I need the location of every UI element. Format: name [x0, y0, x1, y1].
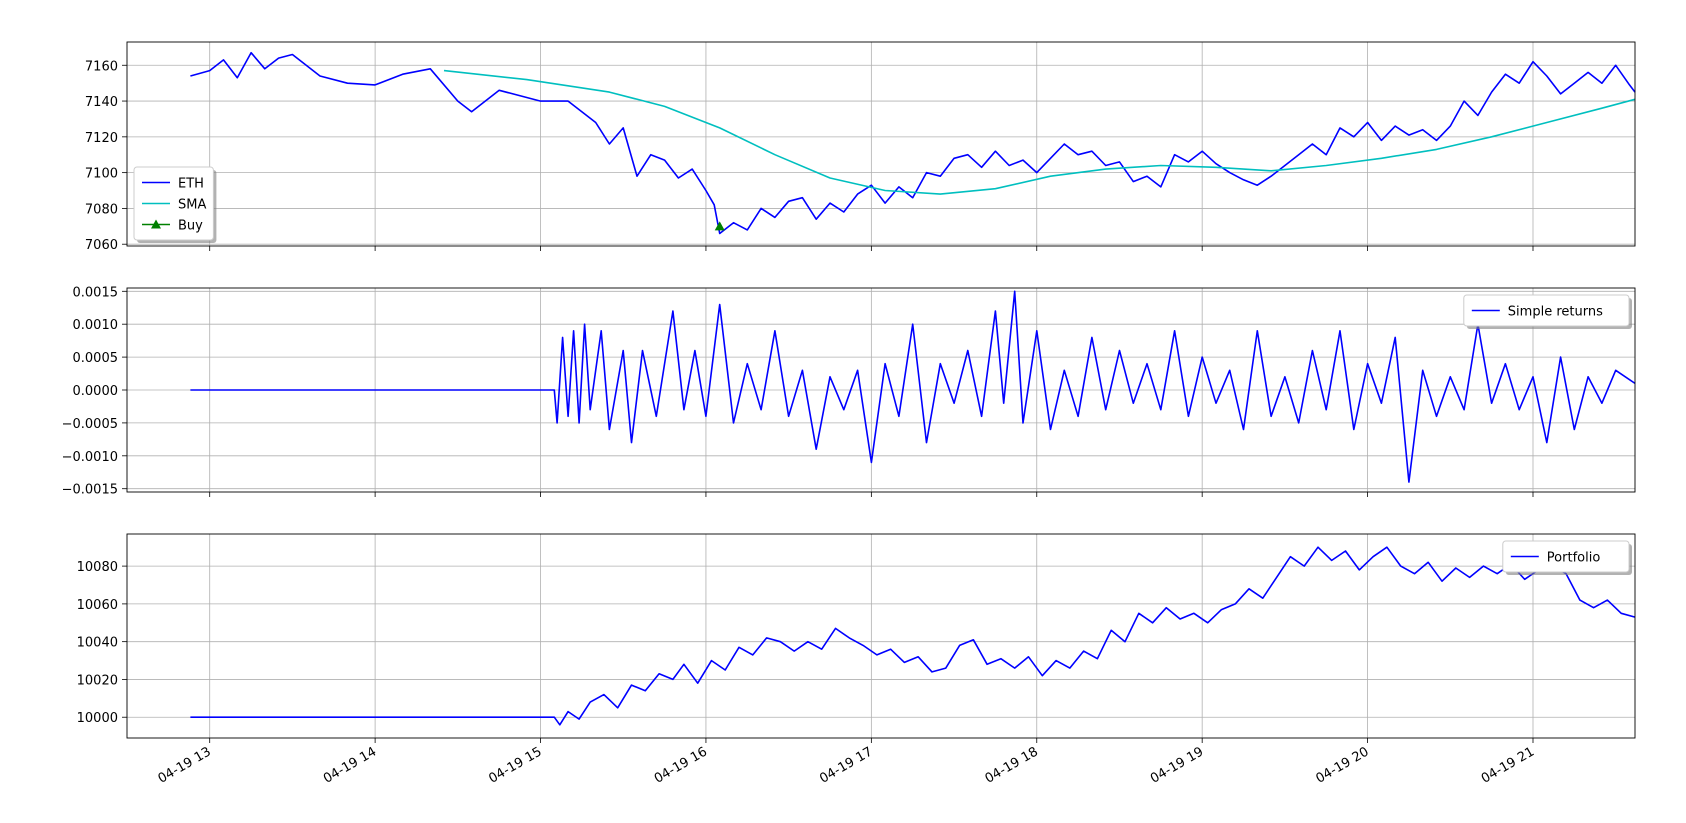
y-tick-label: 7100	[85, 167, 118, 182]
y-tick-label: 7080	[85, 202, 118, 217]
y-tick-label: 7160	[85, 59, 118, 74]
x-tick-label: 04-19 18	[983, 744, 1041, 786]
legend-label-simple-returns: Simple returns	[1508, 305, 1603, 320]
x-tick-label: 04-19 17	[817, 744, 875, 786]
y-tick-label: 10060	[77, 598, 118, 613]
y-tick-label: 10040	[77, 636, 118, 651]
y-tick-label: −0.0005	[62, 417, 118, 432]
legend-marker-buy	[151, 219, 161, 229]
y-tick-label: 7140	[85, 95, 118, 110]
y-tick-label: 0.0010	[73, 318, 119, 333]
series-eth-line	[190, 51, 1636, 235]
subplot-1: 7060 7080 7100 7120 7140 7160 ETH SMA Buy	[85, 41, 1636, 253]
x-tick-label: 04-19 16	[652, 744, 710, 786]
y-tick-label: 7060	[85, 238, 118, 253]
legend: Simple returns	[1463, 294, 1632, 329]
x-tick-label: 04-19 15	[486, 744, 544, 786]
y-tick-label: 0.0005	[73, 351, 119, 366]
legend-label-buy: Buy	[178, 219, 203, 234]
y-tick-label: 10020	[77, 673, 118, 688]
subplot-2: −0.0015 −0.0010 −0.0005 0.0000 0.0005 0.0010 0…	[62, 285, 1636, 498]
legend-box	[1502, 540, 1630, 573]
legend: Portfolio	[1502, 540, 1632, 575]
x-tick-label: 04-19 13	[156, 744, 214, 786]
y-tick-label: 0.0000	[73, 384, 119, 399]
axes-frame	[126, 533, 1636, 739]
x-tick-label: 04-19 14	[321, 744, 379, 786]
subplot-3: 04-19 13 04-19 14 04-19 15 04-19 16 04-19 17…	[77, 533, 1636, 787]
y-tick-label: 10000	[77, 711, 118, 726]
legend-box	[1463, 294, 1630, 327]
y-tick-label: 10080	[77, 560, 118, 575]
axes-frame	[126, 287, 1636, 493]
x-tick-label: 04-19 19	[1148, 744, 1206, 786]
legend-label-portfolio: Portfolio	[1547, 551, 1601, 566]
series-portfolio-line	[190, 546, 1636, 726]
axes-frame	[126, 41, 1636, 247]
x-tick-label: 04-19 20	[1313, 744, 1371, 786]
plot-area	[127, 42, 1635, 246]
plot-area	[127, 534, 1635, 738]
y-tick-label: −0.0015	[62, 483, 118, 498]
legend-box	[133, 166, 214, 241]
series-buy-marker	[714, 221, 725, 231]
legend: ETH SMA Buy	[133, 166, 217, 243]
series-simple-returns-line	[190, 290, 1636, 483]
y-tick-label: 7120	[85, 131, 118, 146]
x-tick-label: 04-19 21	[1479, 744, 1537, 786]
y-tick-label: −0.0010	[62, 450, 118, 465]
y-tick-label: 0.0015	[73, 285, 119, 300]
series-sma-line	[443, 69, 1636, 195]
legend-label-eth: ETH	[178, 177, 204, 192]
legend-label-sma: SMA	[178, 198, 206, 213]
